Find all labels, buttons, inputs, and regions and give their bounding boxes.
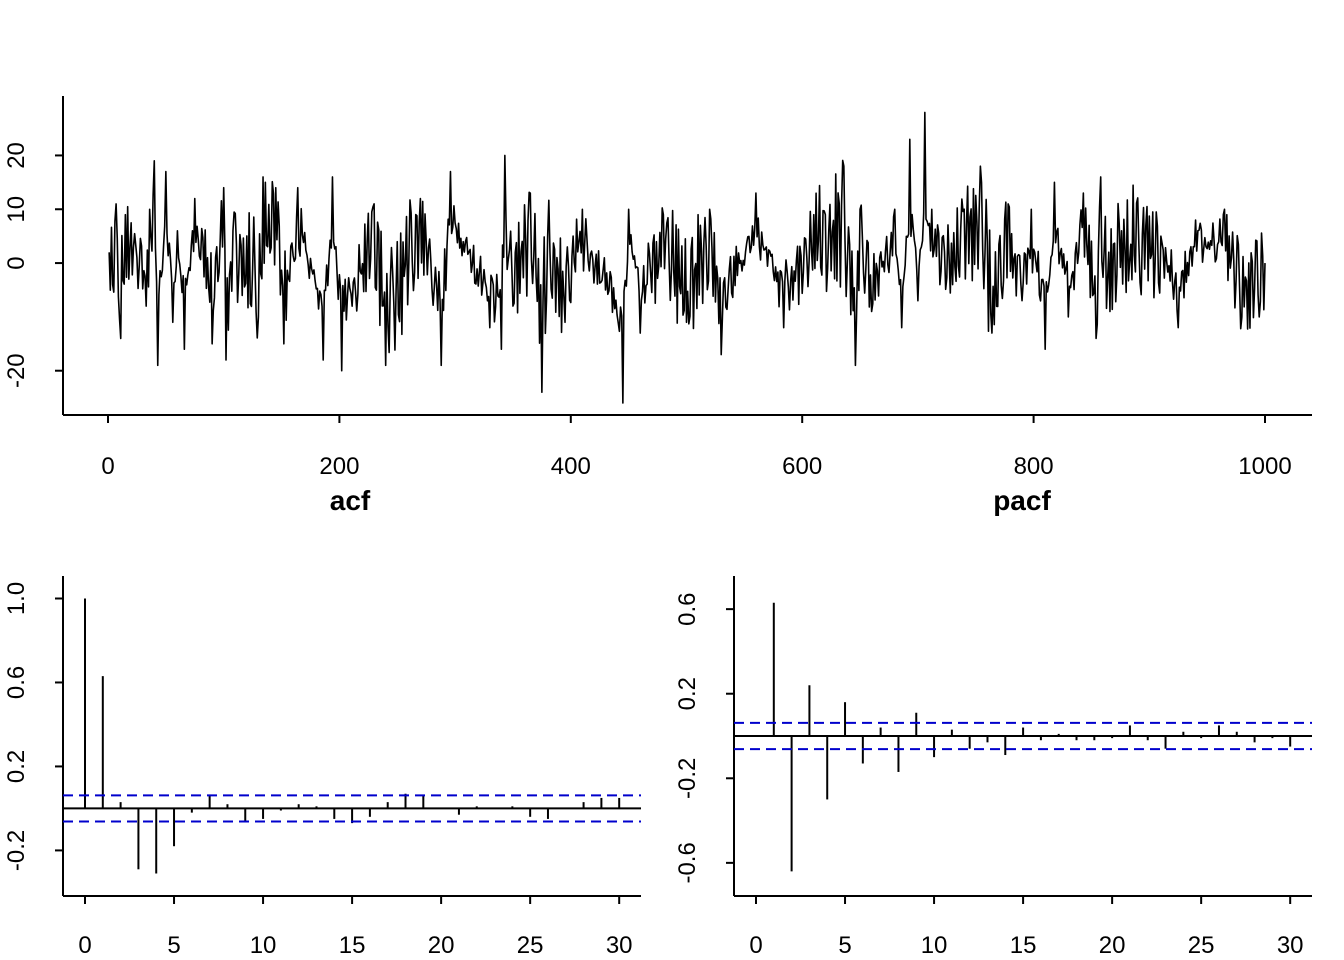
pacf-y-tick-label: -0.2 <box>674 758 701 799</box>
series-panel: acf pacf 0 200 400 600 800 1000 -20 0 10 20 <box>3 96 1312 516</box>
acf-y-tick-label: 0.6 <box>3 666 30 699</box>
pacf-x-tick-label: 5 <box>838 932 851 959</box>
acf-x-tick-label: 10 <box>250 932 277 959</box>
pacf-y-tick-label: -0.6 <box>674 842 701 883</box>
pacf-panel-title: pacf <box>993 485 1051 516</box>
series-y-tick-label: 0 <box>3 256 30 269</box>
pacf-panel: 0 5 10 15 20 25 30 -0.6 -0.2 0.2 0.6 <box>674 576 1312 959</box>
series-x-tick-label: 800 <box>1014 453 1054 480</box>
pacf-x-tick-label: 20 <box>1099 932 1126 959</box>
acf-x-tick-label: 5 <box>167 932 180 959</box>
pacf-x-tick-label: 25 <box>1188 932 1215 959</box>
acf-x-tick-label: 0 <box>78 932 91 959</box>
acf-x-tick-label: 25 <box>517 932 544 959</box>
pacf-y-tick-label: 0.6 <box>674 592 701 625</box>
pacf-x-tick-label: 15 <box>1010 932 1037 959</box>
series-x-tick-label: 600 <box>782 453 822 480</box>
acf-panel: 0 5 10 15 20 25 30 -0.2 0.2 0.6 1.0 <box>3 576 641 959</box>
pacf-x-tick-label: 10 <box>921 932 948 959</box>
acf-x-tick-label: 20 <box>428 932 455 959</box>
pacf-x-tick-label: 30 <box>1277 932 1304 959</box>
series-x-tick-label: 1000 <box>1238 453 1291 480</box>
pacf-x-tick-label: 0 <box>749 932 762 959</box>
acf-panel-title: acf <box>330 485 371 516</box>
acf-x-tick-label: 30 <box>606 932 633 959</box>
acf-y-tick-label: 1.0 <box>3 582 30 615</box>
acf-x-tick-label: 15 <box>339 932 366 959</box>
series-line <box>108 111 1266 404</box>
series-x-tick-label: 0 <box>101 453 114 480</box>
series-y-tick-label: -20 <box>3 353 30 388</box>
series-x-tick-label: 400 <box>551 453 591 480</box>
acf-y-tick-label: 0.2 <box>3 750 30 783</box>
series-y-tick-label: 20 <box>3 142 30 169</box>
series-y-tick-label: 10 <box>3 196 30 223</box>
acf-y-tick-label: -0.2 <box>3 830 30 871</box>
pacf-y-tick-label: 0.2 <box>674 677 701 710</box>
series-x-tick-label: 200 <box>319 453 359 480</box>
